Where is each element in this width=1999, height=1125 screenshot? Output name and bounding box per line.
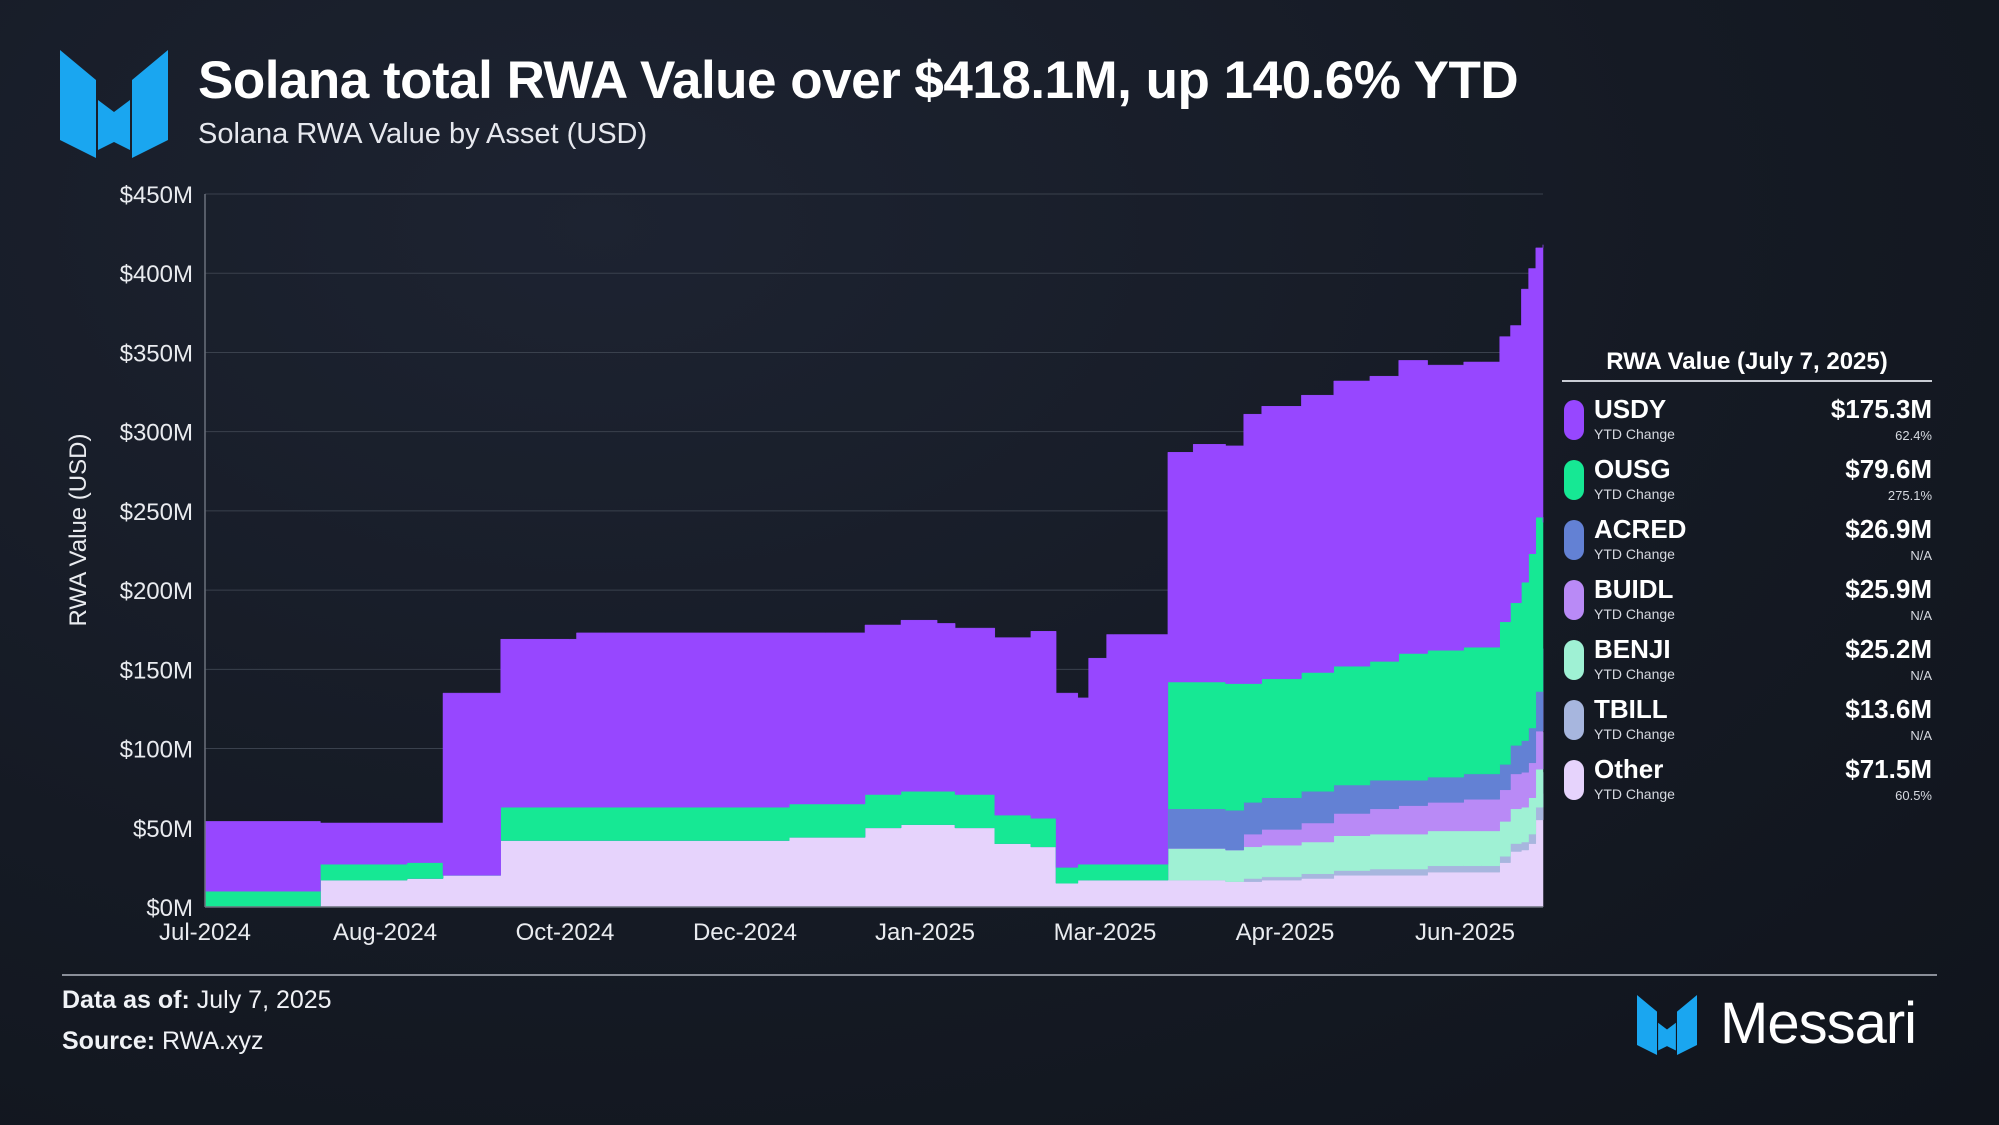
y-tick-label: $450M [120,182,193,209]
x-tick-label: Mar-2025 [1054,919,1157,946]
y-tick-label: $100M [120,737,193,764]
area-series-usdy [204,244,1544,892]
legend-name: BUIDL [1594,574,1674,604]
legend-swatch [1564,640,1584,680]
page-title: Solana total RWA Value over $418.1M, up … [198,51,1519,110]
legend-change-label: YTD Change [1594,486,1675,502]
y-tick-label: $200M [120,578,193,605]
x-tick-label: Dec-2024 [693,919,797,946]
y-tick-label: $0M [146,895,193,922]
legend-change: N/A [1910,728,1932,743]
x-tick-label: Jul-2024 [159,919,251,946]
legend-change: 60.5% [1895,788,1932,803]
legend-item-other: Other YTD Change $71.5M 60.5% [1562,754,1932,814]
y-tick-label: $250M [120,499,193,526]
legend-value: $25.2M [1845,634,1932,664]
area-series [204,244,1544,908]
legend-change-label: YTD Change [1594,426,1675,442]
legend-name: ACRED [1594,514,1687,544]
legend-value: $79.6M [1845,454,1932,484]
legend-items: USDY YTD Change $175.3M 62.4% OUSG YTD Change… [1562,394,1932,814]
legend-change: 62.4% [1895,428,1932,443]
legend-change-label: YTD Change [1594,786,1675,802]
legend-change: N/A [1910,548,1932,563]
source-line: Source: RWA.xyz [62,1027,263,1056]
x-tick-label: Apr-2025 [1236,919,1335,946]
legend-change: N/A [1910,608,1932,623]
legend-swatch [1564,580,1584,620]
legend-item-acred: ACRED YTD Change $26.9M N/A [1562,514,1932,574]
legend-name: Other [1594,754,1664,784]
legend-item-usdy: USDY YTD Change $175.3M 62.4% [1562,394,1932,454]
source-value: RWA.xyz [162,1027,264,1055]
legend-name: USDY [1594,394,1667,424]
legend-item-ousg: OUSG YTD Change $79.6M 275.1% [1562,454,1932,514]
messari-brand-icon [1637,995,1697,1055]
x-tick-label: Aug-2024 [333,919,437,946]
x-tick-label: Oct-2024 [516,919,615,946]
legend-swatch [1564,760,1584,800]
messari-logo-icon [60,50,168,158]
legend-change-label: YTD Change [1594,546,1675,562]
y-tick-label: $300M [120,420,193,447]
legend-item-benji: BENJI YTD Change $25.2M N/A [1562,634,1932,694]
legend-title: RWA Value (July 7, 2025) [1562,348,1932,382]
legend-value: $26.9M [1845,514,1932,544]
chart-subtitle: Solana RWA Value by Asset (USD) [198,118,648,150]
source-label: Source: [62,1027,156,1055]
y-tick-label: $150M [120,657,193,684]
legend-swatch [1564,520,1584,560]
legend-value: $25.9M [1845,574,1932,604]
legend-value: $71.5M [1845,754,1932,784]
y-tick-label: $350M [120,340,193,367]
legend-swatch [1564,460,1584,500]
footer-divider [62,974,1937,976]
legend-value: $175.3M [1830,394,1932,424]
legend-change: 275.1% [1887,488,1932,503]
x-tick-label: Jan-2025 [875,919,975,946]
legend-change-label: YTD Change [1594,726,1675,742]
y-tick-label: $400M [120,261,193,288]
legend-change-label: YTD Change [1594,666,1675,682]
legend-swatch [1564,400,1584,440]
legend-value: $13.6M [1845,694,1932,724]
legend-change-label: YTD Change [1594,606,1675,622]
legend-name: TBILL [1594,694,1668,724]
axes: $0M $50M $100M $150M $200M $250M $300M $350M $40… [120,182,1543,946]
data-as-of: Data as of: July 7, 2025 [62,986,332,1015]
y-axis-label: RWA Value (USD) [65,434,92,627]
data-as-of-label: Data as of: [62,986,190,1014]
legend-change: N/A [1910,668,1932,683]
legend-item-tbill: TBILL YTD Change $13.6M N/A [1562,694,1932,754]
brand-name: Messari [1720,991,1917,1056]
x-tick-label: Jun-2025 [1415,919,1515,946]
legend-item-buidl: BUIDL YTD Change $25.9M N/A [1562,574,1932,634]
legend: RWA Value (July 7, 2025) USDY YTD Change $… [1562,348,1932,814]
legend-name: BENJI [1594,634,1671,664]
data-as-of-value: July 7, 2025 [196,986,332,1014]
legend-name: OUSG [1594,454,1671,484]
y-tick-label: $50M [133,816,193,843]
legend-swatch [1564,700,1584,740]
